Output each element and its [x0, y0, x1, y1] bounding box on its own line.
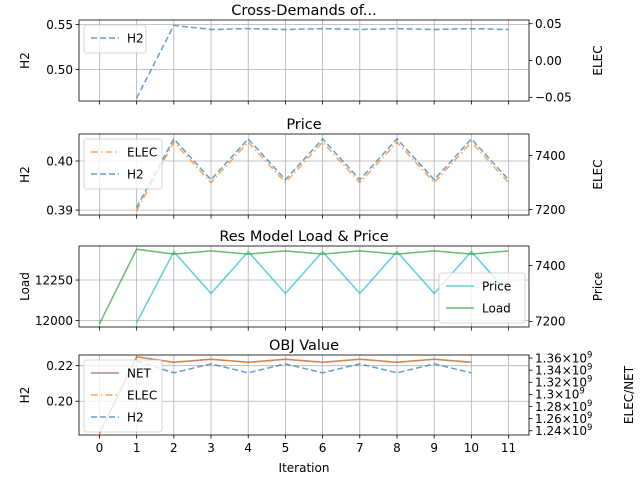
subplot-title: Cross-Demands of...: [231, 3, 376, 19]
tick-mantissa: 1.32: [535, 376, 562, 390]
tick-mantissa: 1.28: [535, 400, 562, 414]
x-tick-label: 7: [356, 441, 364, 455]
y-right-tick-label: 1.36×109: [535, 350, 592, 365]
y-right-tick-label: 1.3×109: [535, 387, 585, 402]
x-tick-label: 8: [393, 441, 401, 455]
tick-mantissa: 1.36: [535, 351, 562, 365]
tick-exponent: 9: [587, 362, 592, 372]
tick-exponent: 9: [587, 423, 592, 433]
tick-times-ten: ×10: [562, 412, 587, 426]
legend: NET ELEC H2: [83, 359, 163, 433]
y-right-tick-label: 0.05: [535, 17, 562, 31]
y-right-tick-label: 7200: [535, 203, 566, 217]
y-tick-label: 0.22: [46, 359, 73, 373]
tick-times-ten: ×10: [562, 424, 587, 438]
x-axis-label: Iteration: [279, 461, 330, 475]
series-line-elec: [135, 140, 510, 212]
legend-frame: [83, 24, 147, 54]
tick-exponent: 9: [587, 399, 592, 409]
legend-label: H2: [127, 167, 144, 181]
plot-frame: [78, 133, 530, 216]
plot-frame: [78, 19, 530, 102]
legend-label: ELEC: [127, 145, 157, 159]
x-tick-label: 6: [319, 441, 327, 455]
tick-mantissa: 1.26: [535, 412, 562, 426]
tick-times-ten: ×10: [554, 388, 579, 402]
x-tick-label: 9: [430, 441, 438, 455]
legend: H2: [83, 24, 147, 54]
y-tick-label: 0.39: [46, 203, 73, 217]
subplot-1: 0.50 0.55 −0.05 0.00 0.05 Cross-Demands of...…: [18, 3, 605, 105]
tick-mantissa: 1.24: [535, 424, 562, 438]
series-line-h2: [135, 137, 510, 208]
tick-times-ten: ×10: [562, 376, 587, 390]
x-tick-label: 4: [244, 441, 252, 455]
y-right-axis-label: Price: [591, 272, 605, 301]
plot-frame: [78, 354, 530, 436]
subplot-title: Price: [286, 117, 321, 133]
tick-times-ten: ×10: [562, 363, 587, 377]
y-tick-label: 0.20: [46, 395, 73, 409]
plot-frame: [78, 245, 530, 328]
y-right-tick-label: 1.26×109: [535, 411, 592, 426]
legend-label: H2: [127, 31, 144, 45]
tick-exponent: 9: [587, 350, 592, 360]
subplot-3: 12000 12250 7200 7400 Res Model Load & Price…: [18, 229, 605, 331]
legend-label: Price: [482, 279, 511, 293]
y-axis-label: H2: [18, 166, 32, 183]
y-right-axis-label: ELEC: [591, 45, 605, 75]
y-tick-label: 0.40: [46, 154, 73, 168]
y-right-tick-label: 7400: [535, 259, 566, 273]
y-tick-label: 0.50: [46, 63, 73, 77]
legend-frame: [83, 359, 163, 433]
y-right-tick-label: 7400: [535, 149, 566, 163]
y-right-axis-label: ELEC/NET: [622, 365, 636, 424]
y-axis-label: Load: [18, 272, 32, 301]
legend-label: H2: [127, 410, 144, 424]
y-tick-label: 0.55: [46, 18, 73, 32]
tick-times-ten: ×10: [562, 400, 587, 414]
tick-times-ten: ×10: [562, 351, 587, 365]
y-right-tick-label: −0.05: [535, 91, 572, 105]
legend: Price Load: [438, 272, 526, 324]
legend: ELEC H2: [83, 138, 163, 190]
y-tick-label: 12000: [35, 314, 73, 328]
series-line-h2: [136, 360, 472, 374]
tick-exponent: 9: [579, 387, 584, 397]
y-axis-label: H2: [18, 52, 32, 69]
subplot-2: 0.39 0.40 7200 7400 Price H2 ELEC ELEC H2: [18, 117, 605, 219]
x-tick-label: 3: [207, 441, 215, 455]
y-axis-label: H2: [18, 387, 32, 404]
x-tick-label: 0: [96, 441, 104, 455]
x-tick-label: 2: [170, 441, 178, 455]
series-line-h2: [135, 24, 509, 99]
x-tick-label: 1: [133, 441, 141, 455]
y-right-tick-label: 1.32×109: [535, 375, 592, 390]
subplot-title: OBJ Value: [269, 338, 339, 354]
legend-label: Load: [482, 301, 511, 315]
y-right-tick-label: 7200: [535, 315, 566, 329]
y-right-tick-label: 1.34×109: [535, 362, 592, 377]
y-right-tick-label: 1.24×109: [535, 423, 592, 438]
series-line-load: [98, 248, 509, 325]
tick-mantissa: 1.34: [535, 363, 562, 377]
y-right-axis-label: ELEC: [591, 159, 605, 189]
series-line-elec: [98, 355, 472, 435]
x-tick-label: 10: [464, 441, 479, 455]
x-tick-label: 5: [282, 441, 290, 455]
y-right-tick-label: 0.00: [535, 54, 562, 68]
tick-exponent: 9: [587, 411, 592, 421]
legend-label: ELEC: [127, 388, 157, 402]
tick-exponent: 9: [587, 375, 592, 385]
tick-mantissa: 1.3: [535, 388, 554, 402]
legend-frame: [83, 138, 163, 190]
y-tick-label: 12250: [35, 273, 73, 287]
y-right-tick-label: 1.28×109: [535, 399, 592, 414]
x-tick-label: 11: [501, 441, 516, 455]
legend-label: NET: [127, 366, 152, 380]
subplot-4: 0 1 2 3 4 5 6 7 8 9 10 110.200.221.24×1091.26×1091.…: [18, 338, 636, 475]
subplot-title: Res Model Load & Price: [219, 229, 388, 245]
